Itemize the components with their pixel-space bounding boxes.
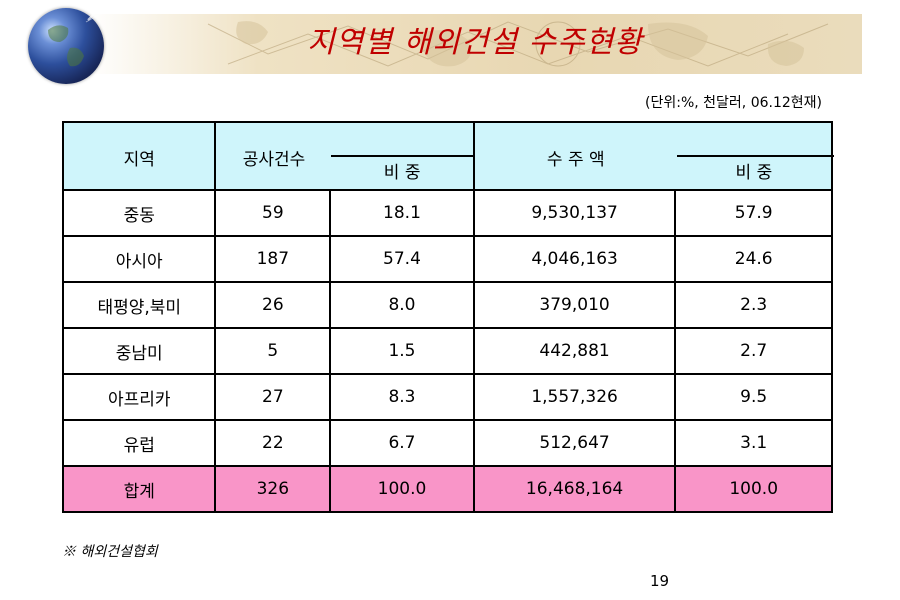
- table-row: 아프리카 27 8.3 1,557,326 9.5: [61, 373, 833, 421]
- page-title: 지역별 해외건설 수주현황: [307, 25, 643, 60]
- header-amount: 수 주 액: [546, 150, 605, 170]
- region-contract-table: 지역 공사건수 비 중 수 주 액 비 중 중동 59 18.1 9,530,1…: [61, 121, 834, 513]
- total-count: 326: [214, 465, 332, 513]
- globe-icon: [28, 8, 104, 84]
- header-divider-line: [331, 155, 476, 157]
- cell-count-share: 8.3: [329, 373, 475, 421]
- cell-count: 27: [214, 373, 332, 421]
- table-row: 유럽 22 6.7 512,647 3.1: [61, 419, 833, 467]
- world-map-decoration: [207, 21, 829, 67]
- header-region: 지역: [61, 121, 217, 191]
- header-amount-group: 수 주 액 비 중: [472, 121, 834, 191]
- total-amount: 16,468,164: [472, 465, 677, 513]
- cell-amount-share: 3.1: [674, 419, 833, 467]
- cell-region: 아시아: [61, 235, 217, 283]
- table-total-row: 합계 326 100.0 16,468,164 100.0: [61, 465, 833, 513]
- cell-count: 5: [214, 327, 332, 375]
- header-count-group: 공사건수 비 중: [214, 121, 476, 191]
- header-count: 공사건수: [242, 150, 306, 170]
- cell-region: 중남미: [61, 327, 217, 375]
- table-row: 태평양,북미 26 8.0 379,010 2.3: [61, 281, 833, 329]
- cell-amount-share: 9.5: [674, 373, 833, 421]
- cell-count: 59: [214, 189, 332, 237]
- cell-count-share: 6.7: [329, 419, 475, 467]
- page-number: 19: [650, 572, 670, 590]
- unit-note: (단위:%, 천달러, 06.12현재): [645, 95, 822, 111]
- cell-amount: 442,881: [472, 327, 677, 375]
- cell-amount: 4,046,163: [472, 235, 677, 283]
- table-row: 중남미 5 1.5 442,881 2.7: [61, 327, 833, 375]
- cell-amount: 9,530,137: [472, 189, 677, 237]
- cell-count: 26: [214, 281, 332, 329]
- table-row: 아시아 187 57.4 4,046,163 24.6: [61, 235, 833, 283]
- source-note: ※ 해외건설협회: [62, 544, 158, 560]
- table-row: 중동 59 18.1 9,530,137 57.9: [61, 189, 833, 237]
- cell-amount-share: 24.6: [674, 235, 833, 283]
- header-count-share: 비 중: [383, 163, 421, 183]
- cell-count-share: 57.4: [329, 235, 475, 283]
- total-region: 합계: [61, 465, 217, 513]
- cell-region: 아프리카: [61, 373, 217, 421]
- cell-amount-share: 2.7: [674, 327, 833, 375]
- cell-amount-share: 57.9: [674, 189, 833, 237]
- cell-amount: 512,647: [472, 419, 677, 467]
- cell-amount: 379,010: [472, 281, 677, 329]
- cell-count-share: 8.0: [329, 281, 475, 329]
- cell-region: 유럽: [61, 419, 217, 467]
- cell-count: 187: [214, 235, 332, 283]
- cell-count-share: 18.1: [329, 189, 475, 237]
- header-divider-line: [676, 155, 834, 157]
- cell-amount-share: 2.3: [674, 281, 833, 329]
- cell-amount: 1,557,326: [472, 373, 677, 421]
- header-banner: [88, 14, 862, 74]
- cell-region: 중동: [61, 189, 217, 237]
- total-amount-share: 100.0: [674, 465, 833, 513]
- table-header-row: 지역 공사건수 비 중 수 주 액 비 중: [61, 121, 834, 191]
- cell-count: 22: [214, 419, 332, 467]
- total-count-share: 100.0: [329, 465, 475, 513]
- header-amount-share: 비 중: [735, 163, 773, 183]
- cell-region: 태평양,북미: [61, 281, 217, 329]
- cell-count-share: 1.5: [329, 327, 475, 375]
